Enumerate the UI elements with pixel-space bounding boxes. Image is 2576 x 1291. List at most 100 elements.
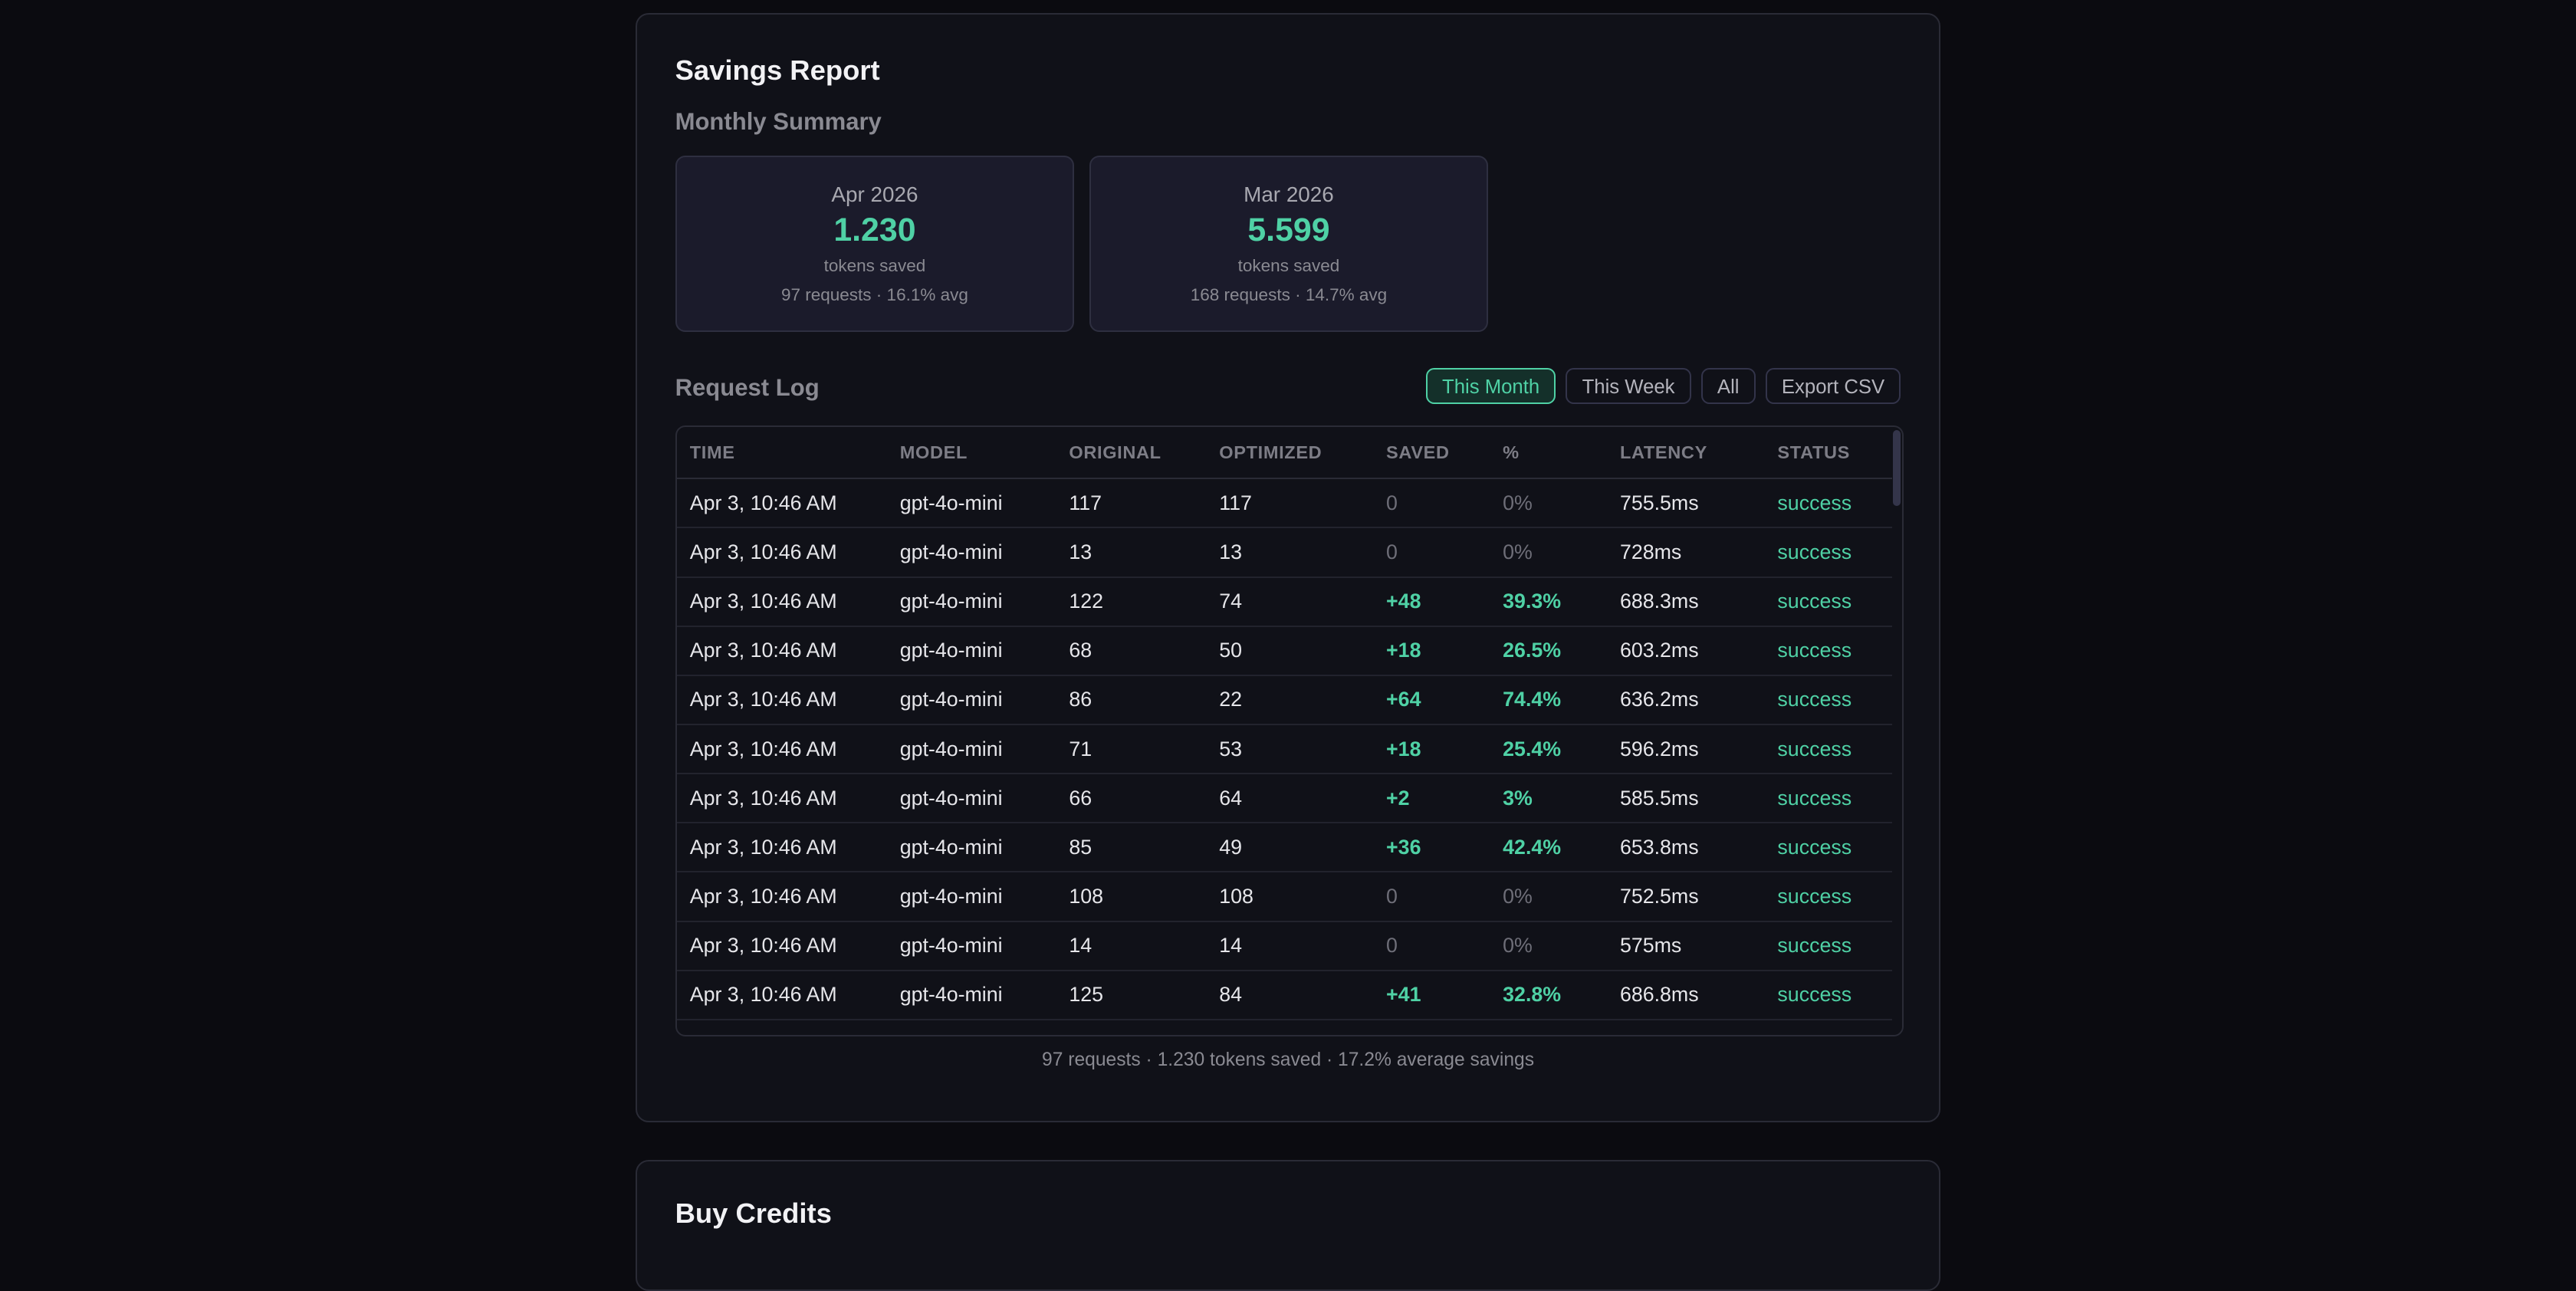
cell-status: success [1764,970,1893,1020]
column-header: STATUS [1764,426,1893,480]
cell-optimized: 108 [1206,872,1373,922]
column-header: % [1490,426,1607,480]
cell-percent: 0% [1490,527,1607,578]
filter-all-button[interactable]: All [1700,367,1756,404]
cell-latency: 752.5ms [1606,872,1765,922]
column-header: MODEL [886,426,1056,480]
cell-model: gpt-4o-mini [886,675,1056,725]
cell-optimized: 117 [1206,478,1373,529]
cell-saved: +41 [1372,970,1490,1020]
table-row[interactable]: Apr 3, 10:46 AM gpt-4o-mini 108 108 0 0% 752.5… [676,872,1893,922]
cell-status: success [1764,626,1893,676]
cell-time: Apr 3, 10:46 AM [676,774,887,824]
cell-percent: 32.8% [1490,970,1607,1020]
table-row[interactable]: Apr 3, 10:46 AM gpt-4o-mini 13 13 0 0% 728ms su… [676,527,1893,578]
scrollbar[interactable] [1892,430,1901,506]
summary-card-mar: Mar 2026 5.599 tokens saved 168 requests… [1089,156,1489,332]
cell-original: 85 [1056,823,1207,873]
cell-latency: 575ms [1606,921,1765,971]
cell-original: 122 [1056,577,1207,627]
request-log-title: Request Log [675,374,820,402]
request-log-table[interactable]: TIME MODEL ORIGINAL OPTIMIZED SAVED% LATENCY S… [675,425,1904,1037]
card-sub: 97 requests · 16.1% avg [780,285,968,305]
cell-original: 86 [1056,675,1207,725]
cell-optimized: 84 [1206,970,1373,1020]
cell-percent: 39.3% [1490,577,1607,627]
cell-original: 108 [1056,872,1207,922]
cell-status: success [1764,921,1893,971]
table-row[interactable]: Apr 3, 10:46 AM gpt-4o-mini 86 22 +64 74.4% 63… [676,675,1893,725]
cell-time: Apr 3, 10:46 AM [676,724,887,775]
cell-latency: 688.3ms [1606,577,1765,627]
cell-percent: 26.5% [1490,626,1607,676]
cell-optimized: 64 [1206,774,1373,824]
column-header: LATENCY [1606,426,1765,480]
cell-status: success [1764,872,1893,922]
cell-original: 125 [1056,970,1207,1020]
cell-status: success [1764,527,1893,578]
cell-model: gpt-4o-mini [886,921,1056,971]
cell-time: Apr 3, 10:46 AM [676,478,887,529]
buy-credits-panel: Buy Credits [636,1159,1940,1291]
column-header: ORIGINAL [1056,426,1207,480]
filter-this-month-button[interactable]: This Month [1425,367,1556,404]
table-header: TIME MODEL ORIGINAL OPTIMIZED SAVED% LATENCY S… [676,426,1893,480]
cell-model: gpt-4o-mini [886,478,1056,529]
cell-original: 13 [1056,527,1207,578]
cell-model: gpt-4o-mini [886,626,1056,676]
cell-status: success [1764,478,1893,529]
card-label: tokens saved [1237,255,1340,275]
card-month: Apr 2026 [831,182,918,206]
card-value: 1.230 [833,211,916,248]
table-row[interactable]: Apr 3, 10:46 AM gpt-4o-mini 117 117 0 0% 755.5… [676,478,1893,529]
table-row[interactable]: Apr 3, 10:46 AM gpt-4o-mini 71 53 +18 25.4% 59… [676,724,1893,775]
filter-this-week-button[interactable]: This Week [1566,367,1691,404]
table-row[interactable]: Apr 3, 10:46 AM gpt-4o-mini 125 84 +41 32.8% 6… [676,970,1893,1020]
cell-percent: 74.4% [1490,675,1607,725]
cell-saved: +64 [1372,675,1490,725]
cell-model: gpt-4o-mini [886,724,1056,775]
table-row[interactable]: Apr 3, 10:46 AM gpt-4o-mini 14 14 0 0% 575ms su… [676,921,1893,971]
cell-time: Apr 3, 10:46 AM [676,921,887,971]
cell-optimized: 49 [1206,823,1373,873]
export-csv-button[interactable]: Export CSV [1765,367,1901,404]
cell-time: Apr 3, 10:46 AM [676,626,887,676]
card-value: 5.599 [1247,211,1330,248]
cell-percent: 0% [1490,478,1607,529]
savings-report-panel: Savings Report Monthly Summary Apr 2026 … [636,13,1940,1122]
cell-time: Apr 3, 10:46 AM [676,823,887,873]
page-title: Savings Report [675,54,880,86]
cell-model: gpt-4o-mini [886,970,1056,1020]
cell-percent: 42.4% [1490,823,1607,873]
cell-model: gpt-4o-mini [886,872,1056,922]
cell-percent: 3% [1490,774,1607,824]
table-row[interactable]: Apr 3, 10:46 AM gpt-4o-mini 122 74 +48 39.3% 6… [676,577,1893,627]
cell-status: success [1764,774,1893,824]
cell-model: gpt-4o-mini [886,527,1056,578]
cell-model: gpt-4o-mini [886,774,1056,824]
cell-model: gpt-4o-mini [886,577,1056,627]
cell-saved: +48 [1372,577,1490,627]
buy-credits-title: Buy Credits [675,1197,832,1230]
summary-card-apr: Apr 2026 1.230 tokens saved 97 requests … [675,156,1075,332]
cell-percent: 0% [1490,921,1607,971]
cell-time: Apr 3, 10:46 AM [676,970,887,1020]
cell-time: Apr 3, 10:46 AM [676,577,887,627]
column-header: OPTIMIZED [1206,426,1373,480]
card-sub: 168 requests · 14.7% avg [1190,285,1388,305]
cell-latency: 596.2ms [1606,724,1765,775]
cell-saved: +36 [1372,823,1490,873]
table-row[interactable]: Apr 3, 10:46 AM gpt-4o-mini 66 64 +2 3% 585.5m… [676,774,1893,824]
cell-latency: 636.2ms [1606,675,1765,725]
request-log-footer: 97 requests · 1.230 tokens saved · 17.2%… [1042,1050,1535,1071]
cell-saved: 0 [1372,478,1490,529]
monthly-summary-title: Monthly Summary [675,108,882,136]
cell-saved: +18 [1372,724,1490,775]
table-row[interactable]: Apr 3, 10:46 AM gpt-4o-mini 68 50 +18 26.5% 60… [676,626,1893,676]
cell-original: 68 [1056,626,1207,676]
cell-optimized: 53 [1206,724,1373,775]
table-row[interactable]: Apr 3, 10:46 AM gpt-4o-mini 85 49 +36 42.4% 65… [676,823,1893,873]
cell-latency: 585.5ms [1606,774,1765,824]
cell-optimized: 22 [1206,675,1373,725]
cell-saved: 0 [1372,527,1490,578]
